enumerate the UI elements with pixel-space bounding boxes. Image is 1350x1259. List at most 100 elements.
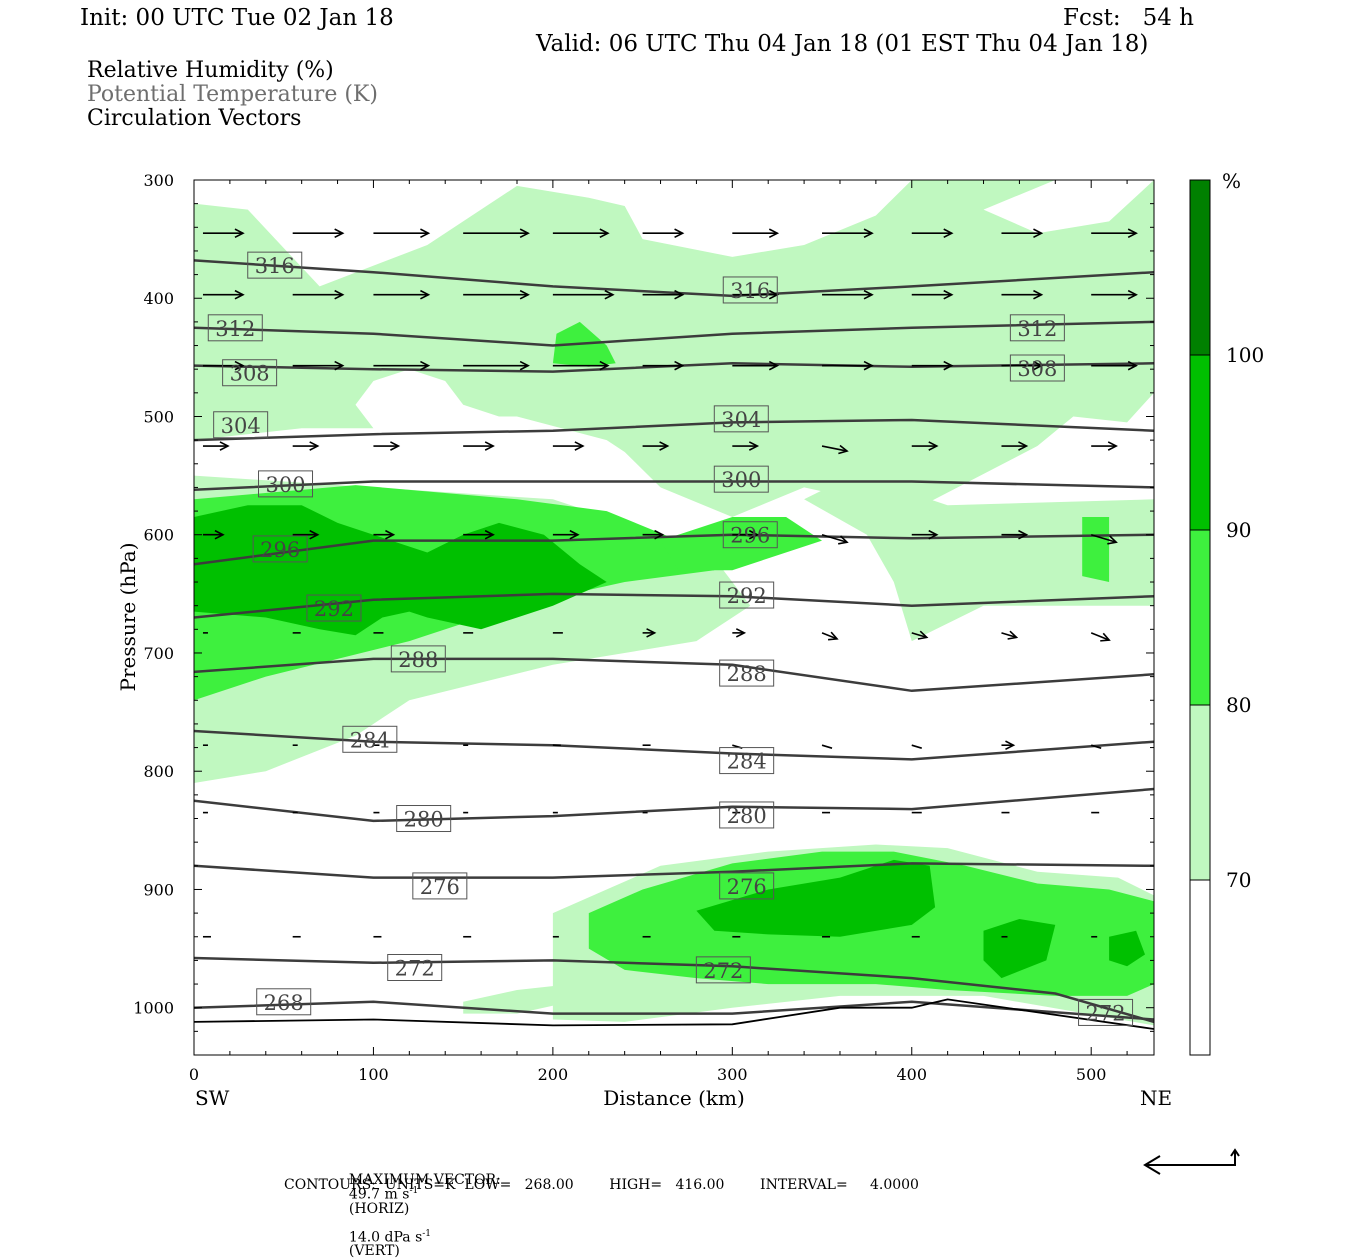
x-tick-label-500: 500 (1076, 1065, 1107, 1084)
vector-457-5 (642, 360, 685, 371)
contour-label-10: 296 (252, 535, 308, 563)
contour-label-19: 280 (719, 801, 775, 829)
contour-label-3: 312 (1009, 314, 1065, 342)
valid-time: Valid: 06 UTC Thu 04 Jan 18 (01 EST Thu … (536, 31, 1149, 57)
rh-region-13 (1109, 930, 1145, 967)
theta-contour-line-2 (194, 320, 1154, 347)
x-end-label-left: SW (195, 1086, 230, 1110)
y-tick-label-1000: 1000 (133, 999, 174, 1018)
vector-457-6 (732, 360, 780, 371)
svg-text:296: 296 (730, 524, 770, 548)
cross-section-chart: 316 316 312 312 308 308 304 304 300 300 296 296 292 2… (116, 169, 1264, 1175)
vector-345-1 (292, 228, 345, 239)
vector-457-8 (911, 360, 954, 371)
field-vectors: Circulation Vectors (87, 106, 302, 131)
contour-label-18: 280 (396, 805, 452, 833)
svg-text:292: 292 (727, 584, 767, 608)
vector-525-4 (552, 441, 585, 451)
horiz-value: 49.7 m s (348, 1186, 410, 1203)
svg-text:272: 272 (1086, 1001, 1126, 1025)
y-tick-label-400: 400 (143, 289, 174, 308)
vert-exp: -1 (422, 1228, 432, 1239)
theta-contour-line-0 (194, 259, 1154, 298)
vector-683-8 (911, 630, 929, 640)
vector-600-10 (1090, 533, 1118, 545)
vector-525-2 (373, 441, 401, 451)
forecast-hour: Fcst: 54 h (1063, 5, 1194, 31)
vector-525-1 (292, 441, 320, 451)
rh-shading (194, 180, 1154, 1026)
svg-text:272: 272 (395, 957, 435, 981)
vector-345-8 (911, 228, 954, 239)
vector-600-3 (463, 529, 495, 540)
max-vector-label: MAXIMUM VECTOR: (348, 1172, 501, 1188)
svg-text:276: 276 (420, 875, 460, 899)
vector-525-5 (642, 441, 670, 451)
rh-region-11 (696, 859, 936, 937)
x-tick-label-0: 0 (189, 1065, 199, 1084)
vector-600-0 (202, 529, 225, 540)
colorbar-label-100: 100 (1226, 343, 1264, 367)
svg-text:304: 304 (721, 408, 761, 432)
reference-vector-head (1143, 1155, 1161, 1175)
contour-label-16: 284 (342, 725, 398, 753)
theta-contour-line-6 (194, 418, 1154, 442)
vector-525-9 (1001, 441, 1029, 451)
vector-457-9 (1001, 360, 1044, 371)
rh-region-4 (463, 984, 571, 1014)
init-time: Init: 00 UTC Tue 02 Jan 18 (80, 5, 394, 31)
contour-labels: 316 316 312 312 308 308 304 304 300 300 296 296 292 2… (207, 251, 1134, 1026)
vector-525-3 (463, 441, 495, 451)
vector-397-4 (552, 289, 615, 300)
vector-600-4 (552, 529, 580, 540)
contour-label-20: 276 (412, 872, 468, 900)
vector-345-3 (463, 228, 530, 239)
vector-683-9 (1001, 630, 1019, 640)
field-theta: Potential Temperature (K) (87, 82, 378, 107)
contour-label-4: 308 (222, 359, 278, 387)
contour-label-25: 268 (256, 988, 312, 1016)
vector-397-2 (373, 289, 431, 300)
vert-tag: (VERT) (348, 1243, 400, 1259)
vector-397-0 (202, 289, 245, 300)
colorbar-segment-4 (1189, 879, 1211, 1056)
contour-label-0: 316 (247, 251, 303, 279)
y-tick-label-700: 700 (143, 644, 174, 663)
vector-683-7 (821, 631, 839, 641)
theta-contour-line-25 (194, 1000, 1154, 1021)
contour-label-22: 272 (387, 954, 443, 981)
svg-text:276: 276 (727, 875, 767, 899)
field-rh: Relative Humidity (%) (87, 58, 334, 83)
svg-text:308: 308 (1017, 357, 1057, 381)
svg-text:280: 280 (727, 804, 767, 828)
vector-457-4 (552, 360, 610, 371)
vector-397-9 (1001, 289, 1044, 300)
theta-contour-line-18 (194, 787, 1154, 823)
svg-text:288: 288 (727, 662, 767, 686)
vector-778-8 (911, 744, 922, 749)
contour-label-11: 296 (722, 521, 778, 549)
horiz-tag: (HORIZ) (348, 1200, 410, 1217)
theta-contour-line-8 (194, 480, 1154, 492)
vector-525-10 (1091, 441, 1118, 451)
vector-457-3 (463, 360, 530, 371)
vector-457-10 (1091, 360, 1138, 371)
theta-contour-line-22 (194, 956, 1154, 1024)
vector-683-10 (1090, 632, 1111, 642)
y-tick-label-300: 300 (143, 171, 174, 190)
colorbar-label-70: 70 (1226, 868, 1251, 892)
y-tick-label-600: 600 (143, 526, 174, 545)
contour-label-21: 276 (719, 872, 775, 900)
svg-text:316: 316 (255, 254, 295, 278)
vector-397-7 (822, 289, 874, 300)
contour-label-12: 292 (306, 594, 362, 622)
colorbar-segment-2 (1189, 529, 1211, 706)
contour-label-1: 316 (722, 276, 778, 304)
vector-600-6 (732, 529, 760, 540)
rh-region-10 (194, 505, 607, 636)
vector-345-7 (822, 228, 874, 239)
contour-label-9: 300 (713, 465, 769, 493)
vector-600-9 (1001, 529, 1029, 540)
vector-397-10 (1091, 289, 1138, 300)
contour-label-2: 312 (207, 314, 263, 342)
